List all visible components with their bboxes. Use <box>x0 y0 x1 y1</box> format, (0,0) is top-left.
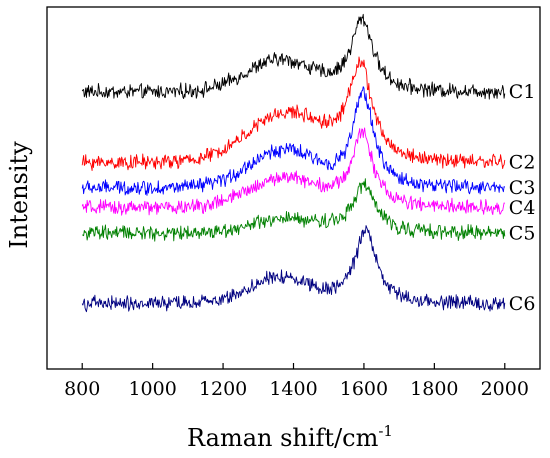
series-line-c6 <box>81 225 506 313</box>
series-line-c1 <box>81 13 506 100</box>
x-axis-tick-labels: 800 1000 1200 1400 1600 1800 2000 <box>64 378 529 400</box>
x-tick-label: 1000 <box>128 378 176 400</box>
x-axis-title-superscript: -1 <box>378 422 393 440</box>
x-tick-label: 1200 <box>199 378 247 400</box>
series-line-c2 <box>81 56 506 172</box>
series-label-c2: C2 <box>509 152 536 174</box>
series-line-c4 <box>81 127 506 216</box>
series-line-c3 <box>81 86 506 196</box>
series-line-c5 <box>82 178 506 242</box>
series-label-c3: C3 <box>509 177 536 199</box>
series-traces <box>81 13 506 313</box>
series-label-c5: C5 <box>509 222 536 244</box>
x-tick-label: 800 <box>64 378 100 400</box>
x-tick-label: 1400 <box>269 378 317 400</box>
x-tick-label: 1800 <box>410 378 458 400</box>
x-axis-title: Raman shift/cm-1 <box>187 422 393 452</box>
y-axis-title: Intensity <box>5 141 33 249</box>
series-label-c4: C4 <box>509 197 536 219</box>
x-axis-title-text: Raman shift/cm <box>187 424 379 452</box>
x-tick-label: 1600 <box>340 378 388 400</box>
series-label-c6: C6 <box>509 293 536 315</box>
x-tick-label: 2000 <box>481 378 529 400</box>
x-axis-ticks <box>81 363 506 369</box>
series-label-c1: C1 <box>509 81 536 103</box>
